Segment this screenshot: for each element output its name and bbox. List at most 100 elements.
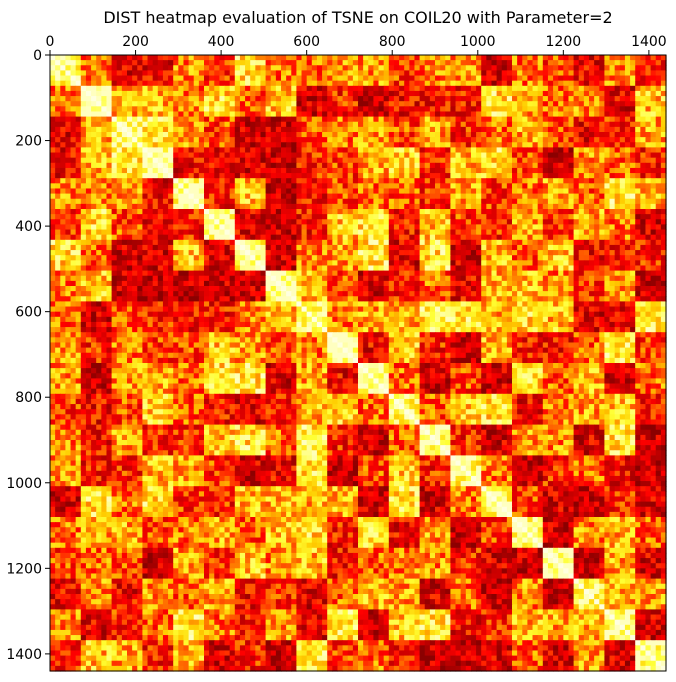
heatmap-cell: [388, 214, 395, 220]
heatmap-cell: [522, 132, 528, 138]
heatmap-cell: [265, 260, 272, 267]
heatmap-cell: [501, 229, 508, 236]
heatmap-cell: [655, 75, 662, 82]
heatmap-cell: [481, 250, 487, 256]
heatmap-cell: [435, 142, 441, 148]
heatmap-cell: [517, 55, 523, 61]
heatmap-cell: [568, 255, 575, 261]
heatmap-cell: [157, 265, 164, 272]
heatmap-cell: [660, 250, 667, 256]
heatmap-cell: [342, 183, 349, 190]
heatmap-cell: [358, 101, 364, 107]
heatmap-cell: [594, 167, 600, 174]
heatmap-cell: [419, 106, 426, 113]
heatmap-cell: [486, 106, 493, 113]
heatmap-cell: [578, 219, 585, 225]
heatmap-cell: [101, 229, 108, 236]
heatmap-cell: [645, 188, 652, 195]
heatmap-cell: [399, 126, 405, 133]
heatmap-cell: [239, 142, 246, 148]
heatmap-cell: [373, 80, 380, 87]
heatmap-cell: [368, 65, 374, 71]
heatmap-cell: [265, 209, 272, 215]
heatmap-cell: [132, 147, 138, 154]
heatmap-cell: [358, 203, 364, 210]
heatmap-cell: [96, 152, 102, 159]
heatmap-cell: [50, 265, 56, 272]
heatmap-cell: [650, 157, 657, 164]
heatmap-cell: [116, 126, 123, 133]
heatmap-cell: [137, 178, 143, 184]
heatmap-cell: [142, 60, 149, 66]
heatmap-cell: [337, 96, 344, 102]
heatmap-cell: [332, 173, 339, 179]
heatmap-cell: [435, 126, 441, 133]
heatmap-cell: [553, 96, 559, 102]
heatmap-cell: [265, 142, 272, 148]
heatmap-cell: [265, 126, 272, 133]
heatmap-cell: [55, 96, 61, 102]
heatmap-cell: [101, 101, 108, 107]
heatmap-cell: [162, 116, 169, 123]
heatmap-cell: [383, 162, 390, 169]
heatmap-cell: [537, 173, 544, 179]
heatmap-cell: [599, 137, 605, 143]
heatmap-cell: [168, 121, 174, 128]
heatmap-cell: [229, 96, 236, 102]
heatmap-cell: [214, 162, 220, 169]
heatmap-cell: [270, 142, 277, 148]
heatmap-cell: [645, 255, 652, 261]
heatmap-cell: [630, 75, 636, 82]
heatmap-cell: [96, 173, 102, 179]
heatmap-cell: [640, 173, 647, 179]
heatmap-cell: [440, 142, 446, 148]
heatmap-cell: [537, 85, 544, 92]
heatmap-cell: [491, 132, 498, 138]
heatmap-cell: [209, 101, 215, 107]
heatmap-cell: [614, 250, 621, 256]
heatmap-cell: [291, 65, 297, 71]
heatmap-cell: [630, 173, 636, 179]
heatmap-cell: [265, 250, 272, 256]
heatmap-cell: [296, 193, 303, 200]
heatmap-cell: [162, 80, 169, 87]
heatmap-cell: [281, 219, 287, 225]
heatmap-cell: [337, 255, 344, 261]
heatmap-cell: [224, 178, 231, 184]
heatmap-cell: [470, 234, 477, 241]
heatmap-cell: [486, 132, 493, 138]
heatmap-cell: [80, 265, 87, 272]
heatmap-cell: [609, 224, 616, 231]
heatmap-cell: [260, 126, 267, 133]
heatmap-cell: [111, 244, 118, 251]
heatmap-cell: [450, 244, 457, 251]
heatmap-cell: [624, 152, 631, 159]
heatmap-cell: [219, 260, 226, 267]
heatmap-cell: [630, 183, 636, 190]
heatmap-cell: [414, 229, 421, 236]
heatmap-cell: [65, 250, 72, 256]
heatmap-cell: [589, 209, 595, 215]
heatmap-cell: [229, 101, 236, 107]
heatmap-cell: [127, 116, 133, 123]
heatmap-cell: [440, 116, 446, 123]
heatmap-cell: [604, 239, 611, 246]
heatmap-cell: [70, 137, 77, 143]
heatmap-cell: [558, 178, 564, 184]
heatmap-cell: [404, 116, 410, 123]
heatmap-cell: [96, 244, 102, 251]
heatmap-cell: [553, 198, 559, 205]
heatmap-cell: [342, 255, 349, 261]
heatmap-cell: [594, 111, 600, 118]
heatmap-cell: [424, 173, 431, 179]
heatmap-cell: [465, 116, 472, 123]
heatmap-cell: [275, 70, 282, 77]
heatmap-cell: [491, 224, 498, 231]
heatmap-cell: [239, 244, 246, 251]
heatmap-cell: [255, 70, 262, 77]
heatmap-cell: [568, 106, 575, 113]
heatmap-cell: [214, 90, 220, 97]
heatmap-cell: [414, 132, 421, 138]
heatmap-cell: [460, 55, 467, 61]
heatmap-cell: [178, 250, 185, 256]
